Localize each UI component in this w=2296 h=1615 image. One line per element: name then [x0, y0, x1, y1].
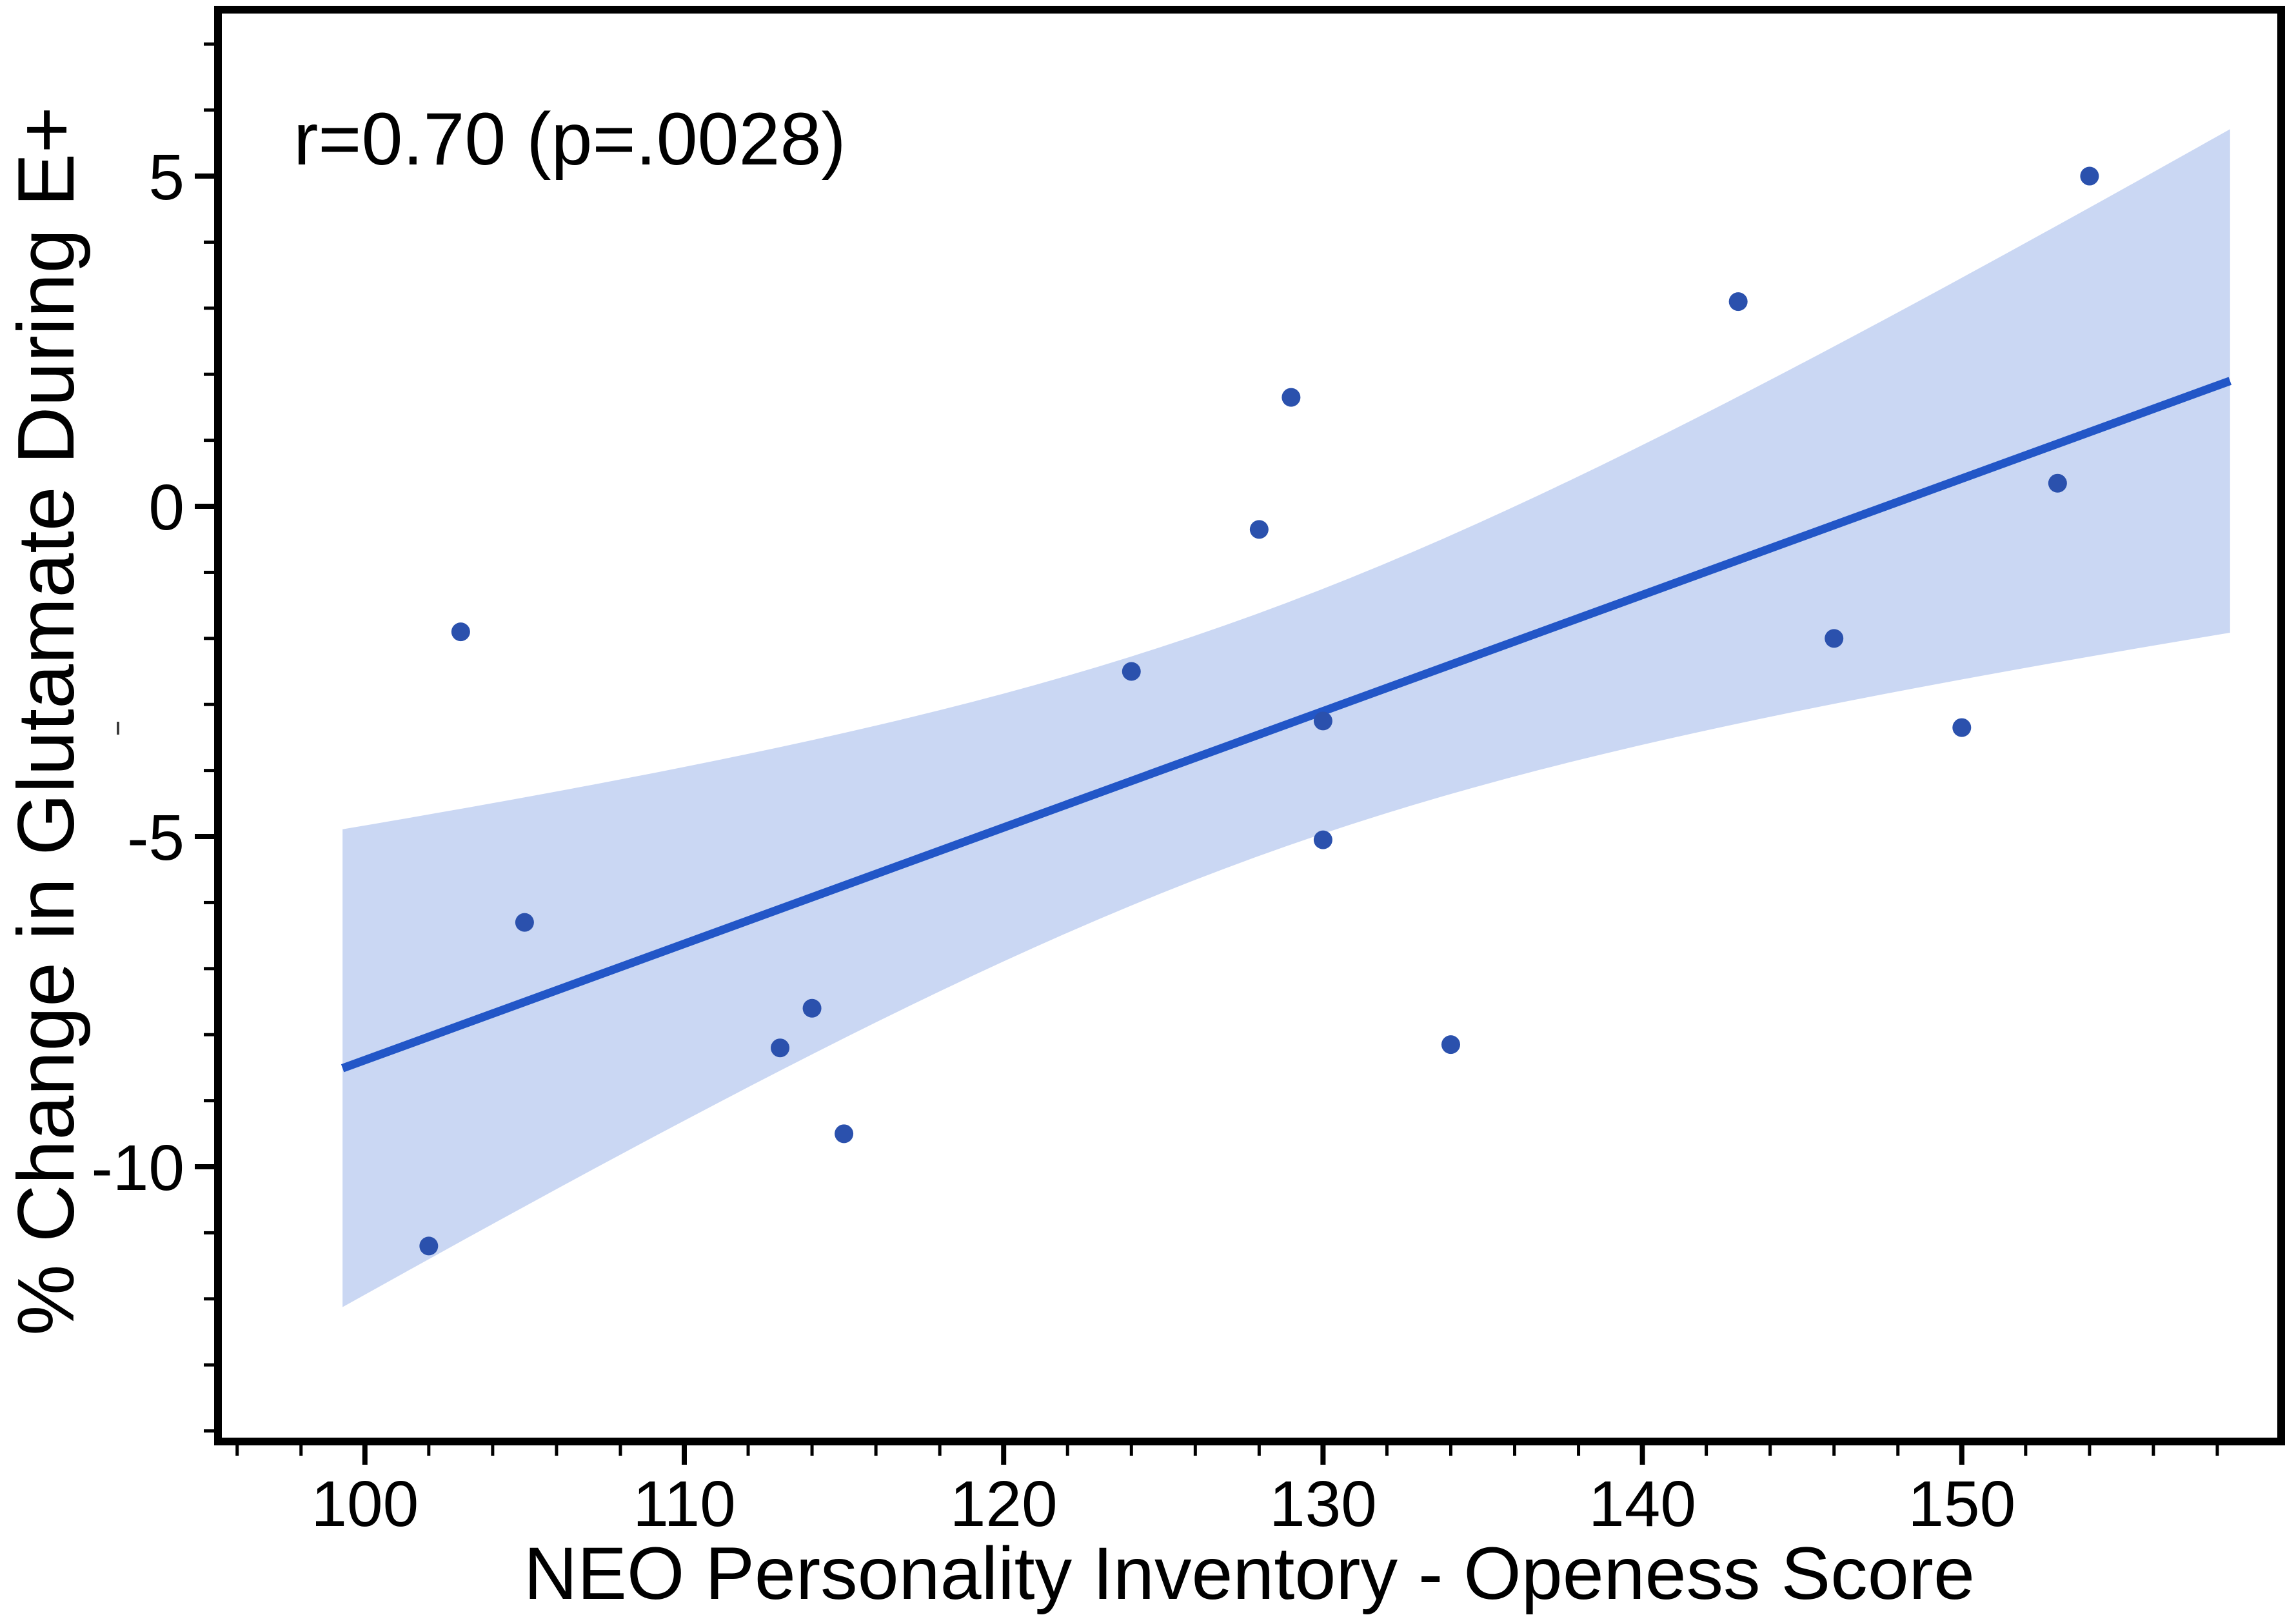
- data-point: [1728, 292, 1748, 312]
- y-axis-title: % Change in Glutamate During E+: [2, 106, 91, 1336]
- ci-band: [342, 129, 2230, 1307]
- y-tick-label: -10: [91, 1132, 184, 1204]
- x-tick-label: 140: [1588, 1468, 1696, 1540]
- x-tick-label: 100: [311, 1468, 419, 1540]
- data-point: [1122, 662, 1141, 681]
- x-axis-title: NEO Personality Inventory - Openess Scor…: [524, 1532, 1975, 1615]
- regression-line: [341, 377, 2232, 1073]
- data-point: [1313, 830, 1332, 849]
- y-tick-label: 0: [148, 471, 184, 544]
- data-point: [2080, 166, 2099, 186]
- correlation-annotation: r=0.70 (p=.0028): [293, 98, 846, 181]
- data-point: [1282, 388, 1301, 407]
- x-tick-label: 150: [1908, 1468, 2015, 1540]
- data-point: [835, 1124, 854, 1144]
- data-point: [1249, 520, 1269, 539]
- x-tick-label: 130: [1269, 1468, 1377, 1540]
- data-point: [1825, 629, 1844, 648]
- data-point: [451, 622, 470, 642]
- data-point: [2048, 473, 2067, 493]
- x-tick-label: 110: [633, 1468, 735, 1540]
- data-point: [1313, 711, 1332, 731]
- data-point: [771, 1038, 790, 1058]
- x-tick-label: 120: [950, 1468, 1058, 1540]
- data-point: [515, 913, 534, 932]
- data-point: [419, 1236, 439, 1256]
- plot-frame: [214, 6, 2285, 1445]
- stray-tick-artifact: [117, 722, 119, 735]
- data-point: [1952, 718, 1972, 737]
- y-tick-label: -5: [127, 802, 184, 874]
- data-point: [1441, 1035, 1460, 1055]
- data-point: [802, 998, 822, 1018]
- y-tick-label: 5: [148, 141, 184, 213]
